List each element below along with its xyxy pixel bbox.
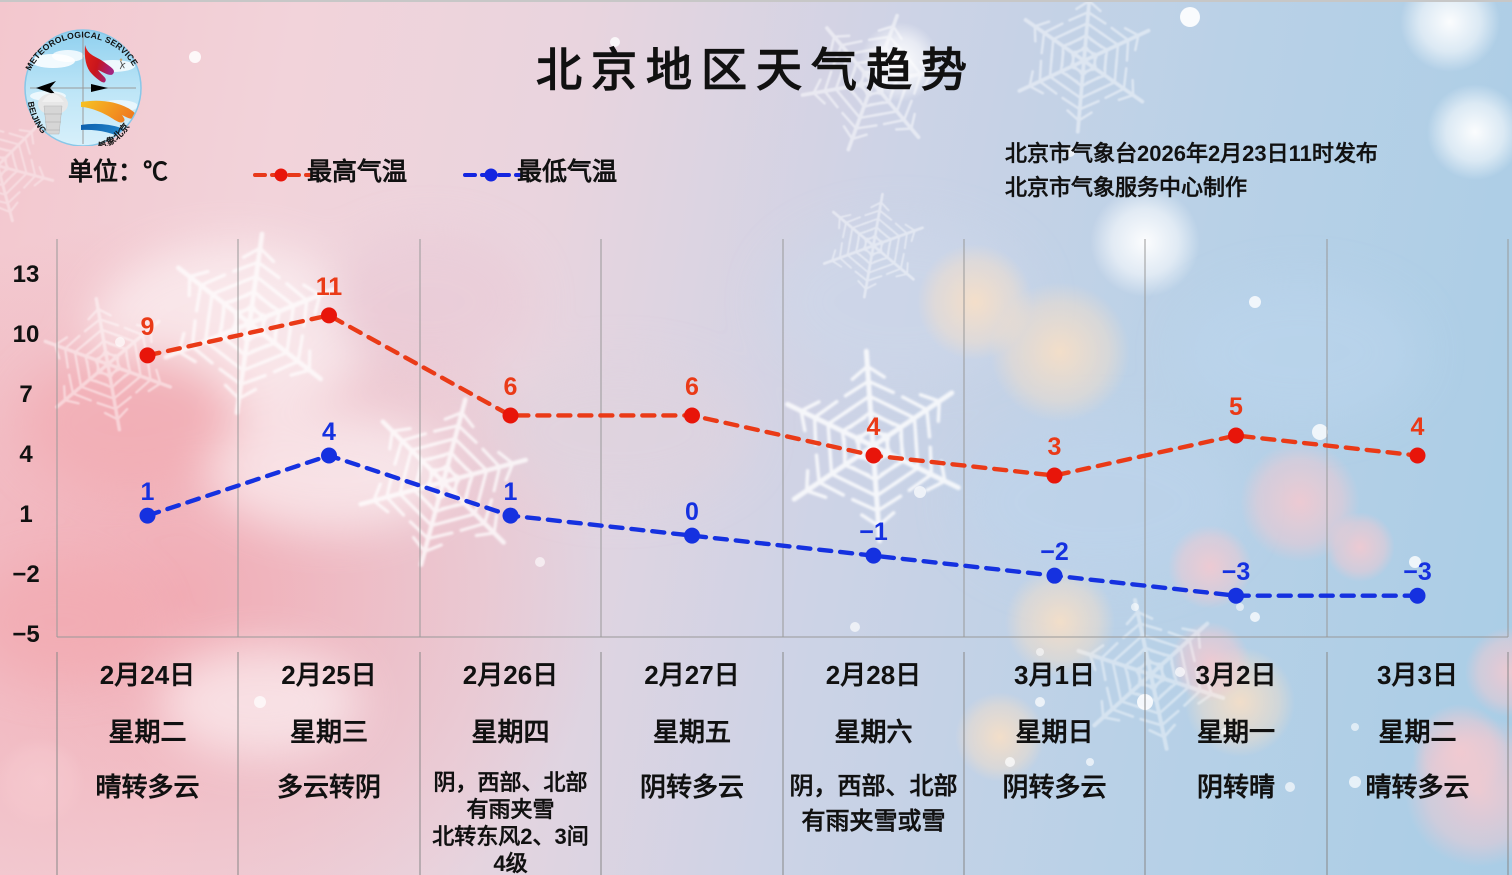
svg-text:9: 9 xyxy=(141,313,155,341)
svg-text:−1: −1 xyxy=(859,518,888,546)
svg-text:0: 0 xyxy=(685,498,699,526)
svg-text:4: 4 xyxy=(322,418,336,446)
svg-text:−2: −2 xyxy=(1040,538,1069,566)
svg-text:−3: −3 xyxy=(1403,558,1432,586)
svg-text:3: 3 xyxy=(1048,433,1062,461)
svg-text:6: 6 xyxy=(504,373,518,401)
svg-text:11: 11 xyxy=(316,273,343,301)
svg-text:1: 1 xyxy=(504,478,518,506)
svg-text:6: 6 xyxy=(685,373,699,401)
svg-text:1: 1 xyxy=(141,478,155,506)
svg-text:−3: −3 xyxy=(1222,558,1251,586)
svg-text:4: 4 xyxy=(1411,413,1425,441)
svg-text:4: 4 xyxy=(867,413,881,441)
svg-text:5: 5 xyxy=(1229,393,1243,421)
